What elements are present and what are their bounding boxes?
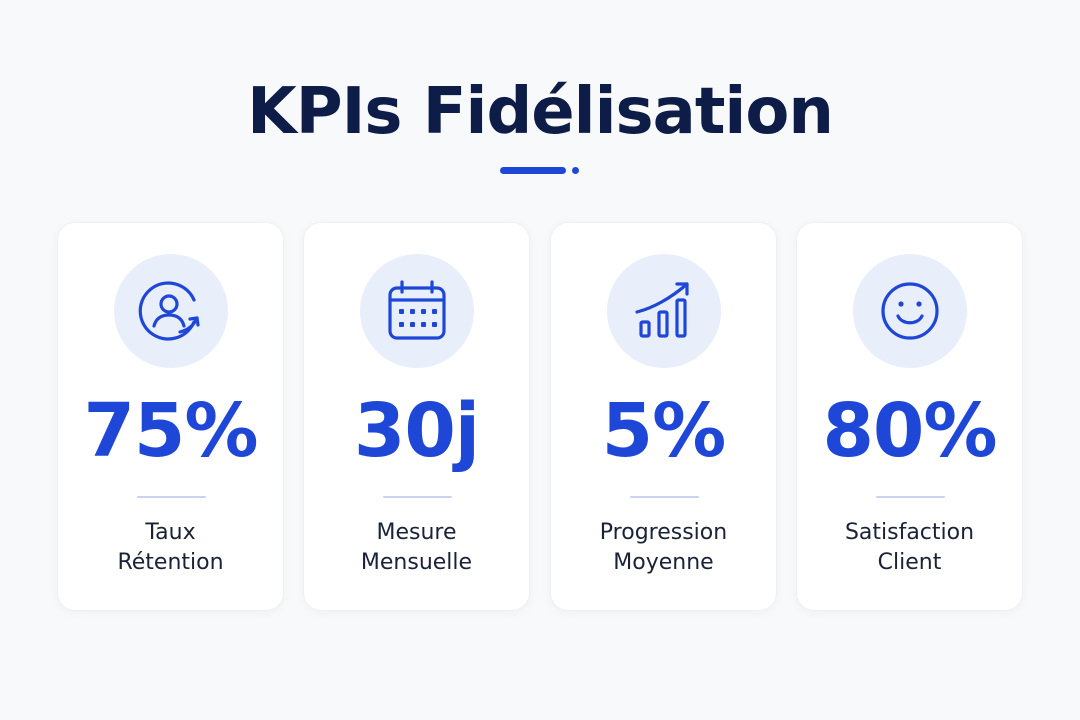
kpi-value: 30j (353, 388, 480, 474)
page-title: KPIs Fidélisation (247, 75, 834, 149)
card-divider (876, 496, 945, 498)
title-divider (500, 167, 582, 175)
kpi-card-satisfaction: 80% Satisfaction Client (796, 222, 1023, 611)
user-cycle-icon (114, 254, 228, 368)
kpi-card-measure: 30j Mesure Mensuelle (303, 222, 530, 611)
kpi-value: 5% (601, 388, 727, 474)
growth-chart-icon (607, 254, 721, 368)
kpi-card-progression: 5% Progression Moyenne (550, 222, 777, 611)
card-divider (383, 496, 452, 498)
kpi-label: Taux Rétention (117, 520, 224, 575)
kpi-label: Mesure Mensuelle (360, 520, 473, 575)
kpi-label: Progression Moyenne (599, 520, 728, 575)
kpi-value: 80% (822, 388, 997, 474)
kpi-card-retention: 75% Taux Rétention (57, 222, 284, 611)
kpi-label: Satisfaction Client (844, 520, 975, 575)
card-divider (630, 496, 699, 498)
smiley-icon (853, 254, 967, 368)
calendar-icon (360, 254, 474, 368)
card-divider (137, 496, 206, 498)
kpi-value: 75% (83, 388, 258, 474)
